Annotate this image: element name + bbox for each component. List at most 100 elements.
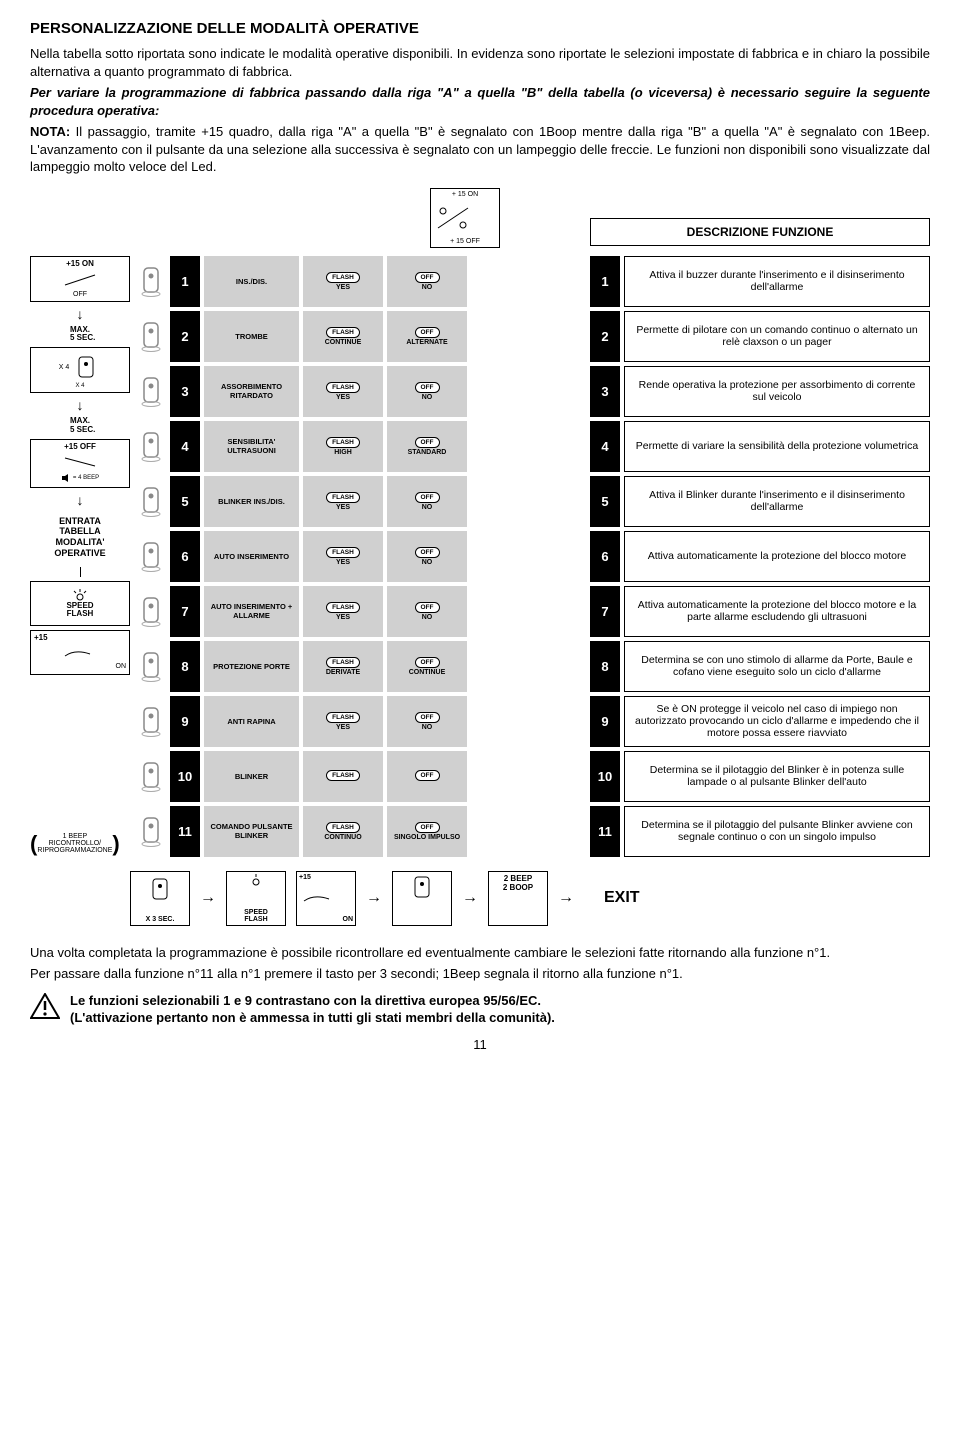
desc-number: 10 bbox=[590, 751, 620, 802]
exit-box-1: X 3 SEC. bbox=[130, 871, 190, 926]
ricontrollo-label: 1 BEEP RICONTROLLO/ RIPROGRAMMAZIONE bbox=[37, 833, 112, 854]
desc-number: 4 bbox=[590, 421, 620, 472]
intro-note: NOTA: Il passaggio, tramite +15 quadro, … bbox=[30, 123, 930, 176]
desc-number: 11 bbox=[590, 806, 620, 857]
func-opt-a: FLASHDERIVATE bbox=[303, 641, 383, 692]
desc-row-8: 8Determina se con uno stimolo di allarme… bbox=[590, 641, 930, 692]
top-off-label: + 15 OFF bbox=[433, 238, 497, 245]
speaker-icon bbox=[61, 473, 71, 483]
func-opt-a: FLASHYES bbox=[303, 476, 383, 527]
func-opt-a: FLASHYES bbox=[303, 366, 383, 417]
func-row-5: 5BLINKER INS./DIS.FLASHYESOFFNO bbox=[136, 476, 584, 527]
desc-row-2: 2Permette di pilotare con un comando con… bbox=[590, 311, 930, 362]
desc-row-5: 5Attiva il Blinker durante l'inserimento… bbox=[590, 476, 930, 527]
func-opt-b: OFFNO bbox=[387, 476, 467, 527]
top-on-label: + 15 ON bbox=[433, 191, 497, 198]
func-name: AUTO INSERIMENTO bbox=[204, 531, 299, 582]
func-opt-b: OFFNO bbox=[387, 256, 467, 307]
func-row-2: 2TROMBEFLASHCONTINUEOFFALTERNATE bbox=[136, 311, 584, 362]
exit-row: X 3 SEC. → SPEED FLASH +15 ON → → 2 BEEP… bbox=[130, 871, 930, 926]
desc-number: 9 bbox=[590, 696, 620, 747]
arrow-2: ↓ bbox=[30, 397, 130, 413]
func-opt-a: FLASH bbox=[303, 751, 383, 802]
remote-icon bbox=[136, 256, 166, 307]
func-opt-b: OFFNO bbox=[387, 531, 467, 582]
footer-p1: Una volta completata la programmazione è… bbox=[30, 944, 930, 962]
func-opt-a: FLASHYES bbox=[303, 586, 383, 637]
key-hand-icon bbox=[433, 203, 473, 233]
func-name: ANTI RAPINA bbox=[204, 696, 299, 747]
x4-label: X 4 bbox=[59, 364, 70, 371]
row-number: 7 bbox=[170, 586, 200, 637]
desc-row-6: 6Attiva automaticamente la protezione de… bbox=[590, 531, 930, 582]
key-icon-2 bbox=[60, 453, 100, 471]
remote-icon-exit2 bbox=[407, 874, 437, 899]
row-number: 5 bbox=[170, 476, 200, 527]
center-column: 1INS./DIS.FLASHYESOFFNO2TROMBEFLASHCONTI… bbox=[136, 256, 584, 857]
func-opt-a: FLASHCONTINUO bbox=[303, 806, 383, 857]
exit-arrow-2: → bbox=[366, 889, 382, 907]
led-icon-exit bbox=[246, 874, 266, 886]
footer: Una volta completata la programmazione è… bbox=[30, 944, 930, 1027]
intro-block: Nella tabella sotto riportata sono indic… bbox=[30, 45, 930, 176]
key-icon bbox=[60, 270, 100, 290]
desc-row-7: 7Attiva automaticamente la protezione de… bbox=[590, 586, 930, 637]
intro-p2: Per variare la programmazione di fabbric… bbox=[30, 84, 930, 119]
func-opt-b: OFF bbox=[387, 751, 467, 802]
func-opt-a: FLASHHIGH bbox=[303, 421, 383, 472]
desc-number: 8 bbox=[590, 641, 620, 692]
exit-speed: SPEED FLASH bbox=[244, 909, 268, 923]
func-row-8: 8PROTEZIONE PORTEFLASHDERIVATEOFFCONTINU… bbox=[136, 641, 584, 692]
left-box-speed: SPEED FLASH bbox=[30, 581, 130, 626]
on-label: ON bbox=[116, 663, 127, 670]
exit-box-4 bbox=[392, 871, 452, 926]
left-box3-label: +15 OFF bbox=[64, 443, 96, 452]
func-opt-b: OFFSTANDARD bbox=[387, 421, 467, 472]
intro-p1: Nella tabella sotto riportata sono indic… bbox=[30, 45, 930, 80]
desc-row-11: 11Determina se il pilotaggio del pulsant… bbox=[590, 806, 930, 857]
desc-text: Attiva automaticamente la protezione del… bbox=[624, 586, 930, 637]
func-opt-a: FLASHYES bbox=[303, 256, 383, 307]
desc-row-4: 4Permette di variare la sensibilità dell… bbox=[590, 421, 930, 472]
exit-label: EXIT bbox=[604, 889, 640, 907]
desc-text: Determina se il pilotaggio del Blinker è… bbox=[624, 751, 930, 802]
right-column: 1Attiva il buzzer durante l'inserimento … bbox=[590, 256, 930, 857]
x4-label-2: X 4 bbox=[75, 383, 84, 389]
remote-icon bbox=[136, 806, 166, 857]
left-box-plus15: +15 ON bbox=[30, 630, 130, 675]
desc-number: 1 bbox=[590, 256, 620, 307]
row-number: 3 bbox=[170, 366, 200, 417]
exit-beep: 2 BEEP 2 BOOP bbox=[503, 874, 533, 892]
desc-text: Permette di variare la sensibilità della… bbox=[624, 421, 930, 472]
desc-number: 2 bbox=[590, 311, 620, 362]
speed-label: SPEED FLASH bbox=[66, 602, 93, 620]
page-number: 11 bbox=[30, 1037, 930, 1052]
row-number: 6 bbox=[170, 531, 200, 582]
func-row-6: 6AUTO INSERIMENTOFLASHYESOFFNO bbox=[136, 531, 584, 582]
desc-text: Permette di pilotare con un comando cont… bbox=[624, 311, 930, 362]
desc-row-10: 10Determina se il pilotaggio del Blinker… bbox=[590, 751, 930, 802]
paren-left: ( bbox=[30, 831, 37, 857]
func-name: BLINKER INS./DIS. bbox=[204, 476, 299, 527]
plus15-label: +15 bbox=[34, 634, 48, 643]
func-opt-b: OFFALTERNATE bbox=[387, 311, 467, 362]
func-row-9: 9ANTI RAPINAFLASHYESOFFNO bbox=[136, 696, 584, 747]
row-number: 10 bbox=[170, 751, 200, 802]
hand-key-icon bbox=[60, 644, 100, 662]
exit-arrow-1: → bbox=[200, 889, 216, 907]
led-icon bbox=[70, 589, 90, 601]
paren-right: ) bbox=[112, 831, 119, 857]
warning-row: Le funzioni selezionabili 1 e 9 contrast… bbox=[30, 993, 930, 1027]
desc-text: Attiva automaticamente la protezione del… bbox=[624, 531, 930, 582]
left-box-1: +15 ON OFF bbox=[30, 256, 130, 302]
footer-p2: Per passare dalla funzione n°11 alla n°1… bbox=[30, 965, 930, 983]
desc-text: Determina se con uno stimolo di allarme … bbox=[624, 641, 930, 692]
beep4-label: = 4 BEEP bbox=[73, 475, 99, 481]
row-number: 2 bbox=[170, 311, 200, 362]
row-number: 9 bbox=[170, 696, 200, 747]
remote-icon bbox=[136, 311, 166, 362]
func-opt-a: FLASHCONTINUE bbox=[303, 311, 383, 362]
top-toggle-box: + 15 ON + 15 OFF bbox=[430, 188, 500, 248]
desc-header: DESCRIZIONE FUNZIONE bbox=[590, 218, 930, 246]
desc-text: Se è ON protegge il veicolo nel caso di … bbox=[624, 696, 930, 747]
